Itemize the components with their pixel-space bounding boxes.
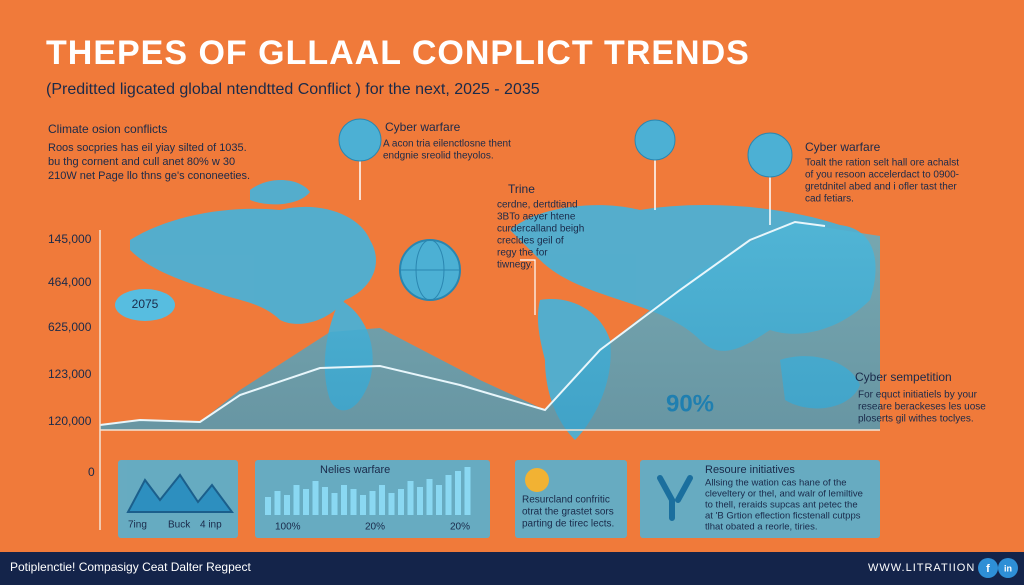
panel-icon xyxy=(525,468,549,492)
body-text: researe berackeses les uose xyxy=(858,402,986,413)
bar-shape xyxy=(331,493,338,515)
footer xyxy=(0,552,1024,585)
axis-label: 120,000 xyxy=(48,414,92,428)
bar-shape xyxy=(322,487,328,515)
panel-label: Buck xyxy=(168,520,191,531)
icon[interactable] xyxy=(998,558,1018,578)
bar-shape xyxy=(303,489,309,515)
panel-title: Resoure initiatives xyxy=(705,464,795,476)
body-text: Roos socpries has eil yiay silted of 103… xyxy=(48,142,247,154)
bar-shape xyxy=(398,489,404,515)
body-text: regy the for xyxy=(497,248,548,259)
icon-label: f xyxy=(986,563,990,575)
bar-shape xyxy=(388,493,395,515)
panel-label: 7ing xyxy=(128,520,147,531)
panel-title: Nelies warfare xyxy=(320,464,390,476)
panel-label: 4 inp xyxy=(200,520,222,531)
bar-shape xyxy=(293,485,300,515)
icon-label: in xyxy=(1004,563,1012,573)
callout-title: Cyber warfare xyxy=(385,120,461,134)
axis-label: 464,000 xyxy=(48,275,92,289)
body-text: cad fetiars. xyxy=(805,194,854,205)
panel-label: 20% xyxy=(450,522,470,533)
footer-right: WWW.LITRATIION xyxy=(868,562,975,574)
bar-shape xyxy=(274,491,281,515)
bar-shape xyxy=(464,467,471,515)
panel-label: 20% xyxy=(365,522,385,533)
bar-shape xyxy=(455,471,461,515)
body-text: 210W net Page llo thns ge's cononeeties. xyxy=(48,170,250,182)
callout-title: Trine xyxy=(508,182,535,196)
heading: Climate osion conflicts xyxy=(48,122,167,136)
body-text: Resurcland confritic xyxy=(522,495,610,506)
bar-shape xyxy=(284,495,290,515)
bar-shape xyxy=(369,491,376,515)
body-text: For equct initiatiels by your xyxy=(858,390,978,401)
bar-shape xyxy=(436,485,442,515)
body-text: Allsing the wation cas hane of the xyxy=(705,478,847,489)
body-text: gretdnitel abed and i ofler tast ther xyxy=(805,182,957,193)
bar-shape xyxy=(426,479,433,515)
body-text: crecldes geil of xyxy=(497,236,564,247)
bar-shape xyxy=(417,487,423,515)
arrow-icon xyxy=(657,475,693,521)
mountain-icon xyxy=(126,473,234,513)
body-text: tlhat obated a reorle, tiries. xyxy=(705,522,817,533)
axis-label: 625,000 xyxy=(48,320,92,334)
trend-line xyxy=(99,220,826,426)
panel-label: 100% xyxy=(275,522,301,533)
subtitle: (Preditted ligcated global ntendtted Con… xyxy=(46,81,540,98)
bar-shape xyxy=(350,489,357,515)
body-text: ploserts gil withes toclyes. xyxy=(858,414,974,425)
trend-area xyxy=(100,222,880,430)
icon[interactable] xyxy=(978,558,998,578)
bar-shape xyxy=(407,481,414,515)
body-text: endgnie sreolid theyolos. xyxy=(383,151,494,162)
title: THEPES OF GLLAAL CONPLICT TRENDS xyxy=(46,34,750,72)
year-badge xyxy=(115,289,175,321)
footer-left: Potiplenctie! Compasigy Ceat Dalter Regp… xyxy=(10,560,251,574)
body-text: bu thg cornent and cull anet 80% w 30 xyxy=(48,156,235,168)
year: 2075 xyxy=(132,297,159,311)
axis-label: 145,000 xyxy=(48,232,92,246)
body-text: A acon tria eilenctlosne thent xyxy=(383,139,511,150)
bar-shape xyxy=(341,485,347,515)
bar-icon xyxy=(265,467,471,515)
bar-shape xyxy=(360,495,366,515)
body-text: cerdne, dertdtiand xyxy=(497,200,578,211)
body-text: Toalt the ration selt hall ore achalst xyxy=(805,158,959,169)
callout-title: Cyber sempetition xyxy=(855,370,952,384)
bar-shape xyxy=(312,481,319,515)
body-text: tiwnegy. xyxy=(497,260,533,271)
body-text: cleveltery or thel, and walr of lemiltiv… xyxy=(705,489,863,500)
axis-label: 123,000 xyxy=(48,367,92,381)
bar-shape xyxy=(265,497,271,515)
percent: 90% xyxy=(666,390,714,417)
bar-shape xyxy=(379,485,385,515)
body-text: curdercalland beigh xyxy=(497,224,584,235)
body-text: parting de tirec lects. xyxy=(522,519,614,530)
body-text: of you resoon accelerdact to 0900- xyxy=(805,170,959,181)
bar-shape xyxy=(445,475,452,515)
body-text: to thell, reraids supcas ant petec the xyxy=(705,500,858,511)
body-text: otrat the grastet sors xyxy=(522,507,614,518)
callout-title: Cyber warfare xyxy=(805,140,881,154)
body-text: at 'B Grtion eflection ficstenall cutpps xyxy=(705,511,861,522)
globes xyxy=(338,118,793,315)
body-text: 3BTo aeyer htene xyxy=(497,212,576,223)
axis-label: 0 xyxy=(88,465,95,479)
